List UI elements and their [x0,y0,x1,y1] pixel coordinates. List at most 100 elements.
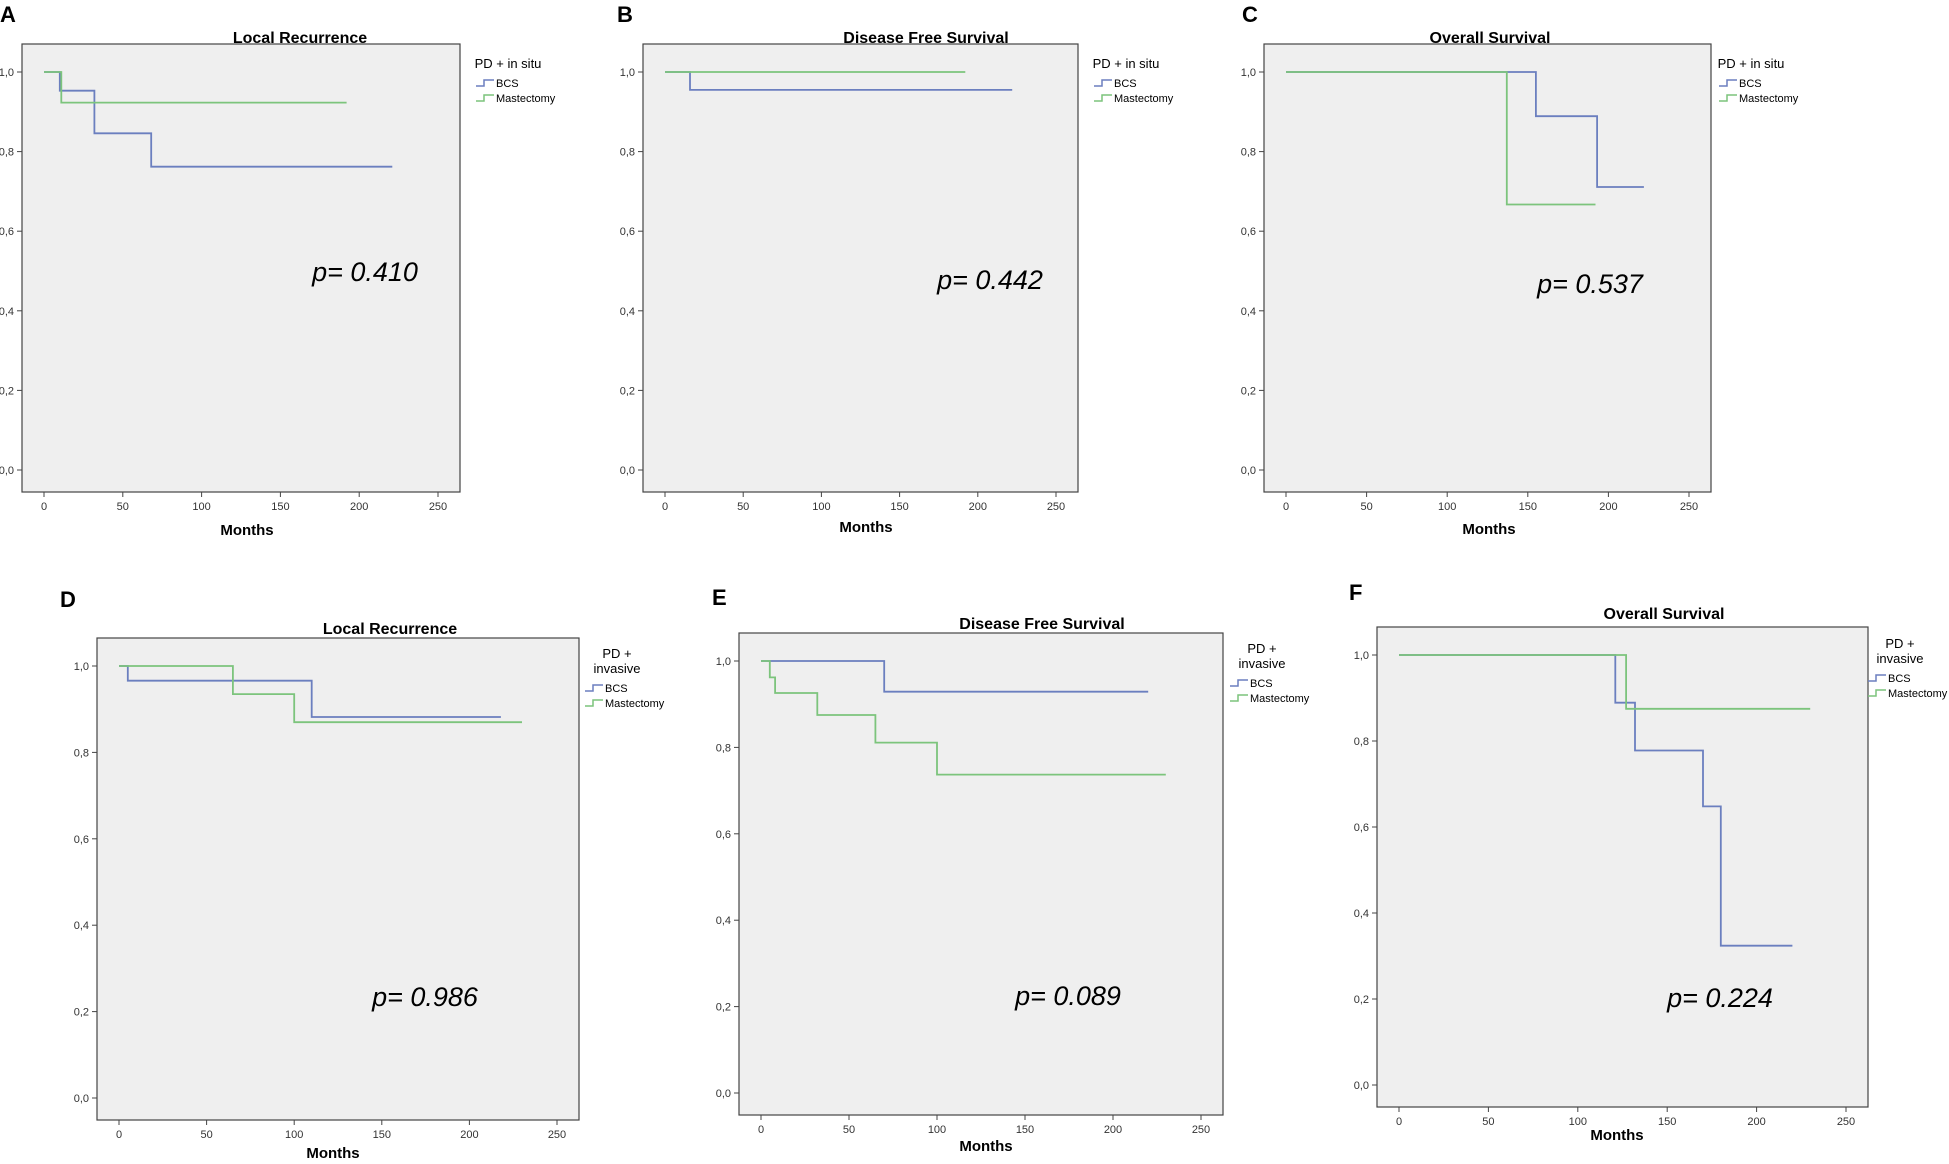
panel-e-letter: E [712,585,727,610]
panel-e-xtick-label: 250 [1192,1124,1210,1136]
panel-b-title: Disease Free Survival [843,30,1008,47]
panel-b-letter: B [617,2,633,27]
panel-d-legend-swatch-bcs [585,684,603,692]
panel-c-ytick-label: 0,8 [1241,147,1256,159]
panel-f-title: Overall Survival [1604,606,1725,623]
panel-e-legend-label-mastectomy: Mastectomy [1250,693,1310,705]
panel-d-ytick-label: 0,2 [74,1007,89,1019]
panel-c-xtick-label: 100 [1438,501,1456,513]
panel-c-xtick-label: 150 [1519,501,1537,513]
panel-b-legend-label-mastectomy: Mastectomy [1114,93,1174,105]
panel-b-ytick-label: 0,2 [620,385,635,397]
panel-b-ytick-label: 0,6 [620,226,635,238]
panel-c-legend-swatch-mastectomy [1719,94,1737,102]
panel-c-xtick-label: 250 [1680,501,1698,513]
panel-f-plot-area [1376,626,1869,1108]
panel-e-p-value: p= 0.089 [1014,981,1121,1011]
panel-a-letter: A [0,2,16,27]
panel-d-legend-label-bcs: BCS [605,683,628,695]
panel-a-title: Local Recurrence [233,30,367,47]
panel-f-legend-label-bcs: BCS [1888,673,1911,685]
panel-d-letter: D [60,587,76,612]
panel-d-ytick-label: 0,8 [74,747,89,759]
panel-e-ytick-label: 0,2 [716,1002,731,1014]
panel-a-ytick-label: 0,6 [0,226,14,238]
panel-c-legend-swatch-bcs [1719,79,1737,87]
panel-e-series-bcs [761,660,1149,693]
panel-c-xtick-label: 200 [1599,501,1617,513]
panel-b-ytick-label: 0,0 [620,465,635,477]
panel-b-xtick-label: 50 [737,501,749,513]
panel-f-xtick-label: 250 [1837,1116,1855,1128]
panel-c-ytick-label: 0,4 [1241,306,1256,318]
panel-e-plot-area [738,632,1224,1116]
panel-d-ytick-label: 0,4 [74,920,89,932]
panel-d-legend-label-mastectomy: Mastectomy [605,698,665,710]
panel-b-ytick-label: 0,8 [620,147,635,159]
panel-b-legend-label-bcs: BCS [1114,78,1137,90]
panel-f-legend-title: PD + [1885,636,1914,651]
panel-d-legend-title: PD + [602,646,631,661]
panel-f-xtick-label: 150 [1658,1116,1676,1128]
panel-a-xtick-label: 50 [117,501,129,513]
panel-f-xlabel: Months [1590,1127,1643,1144]
panel-a-ytick-label: 1,0 [0,67,14,79]
panel-a-series-mastectomy [44,71,347,104]
panel-e-ytick-label: 0,0 [716,1088,731,1100]
panel-a-xtick-label: 200 [350,501,368,513]
panel-d-xtick-label: 50 [200,1129,212,1141]
panel-d-xtick-label: 250 [548,1129,566,1141]
panel-f-series-bcs [1399,654,1793,947]
panel-b-legend-swatch-mastectomy [1094,94,1112,102]
panel-e-ytick-label: 0,4 [716,915,731,927]
panel-c-ytick-label: 0,0 [1241,465,1256,477]
panel-b-xtick-label: 150 [890,501,908,513]
panel-d-p-value: p= 0.986 [371,982,479,1012]
panel-e-legend-swatch-mastectomy [1230,694,1248,702]
panel-a-xtick-label: 0 [41,501,47,513]
panel-c-title: Overall Survival [1430,30,1551,47]
panel-f-ytick-label: 0,2 [1354,994,1369,1006]
panel-a-ytick-label: 0,0 [0,465,14,477]
panel-f-legend-title: invasive [1877,651,1924,666]
panel-a-xlabel: Months [220,522,273,539]
panel-f-ytick-label: 0,4 [1354,908,1369,920]
panel-d-plot-area [96,637,580,1121]
panel-f-legend-swatch-mastectomy [1868,689,1886,697]
panel-a-ytick-label: 0,2 [0,385,14,397]
panel-b-legend-title: PD + in situ [1093,56,1160,71]
panel-c-ytick-label: 0,2 [1241,385,1256,397]
panel-c-series-mastectomy [1286,71,1596,206]
panel-f-ytick-label: 0,8 [1354,736,1369,748]
panel-d-xtick-label: 0 [116,1129,122,1141]
panel-f-xtick-label: 50 [1482,1116,1494,1128]
panel-b-legend-swatch-bcs [1094,79,1112,87]
panel-d-xtick-label: 150 [373,1129,391,1141]
panel-f-series-mastectomy [1399,654,1811,710]
panel-c-xlabel: Months [1462,521,1515,538]
panel-f-xtick-label: 100 [1569,1116,1587,1128]
panel-c-ytick-label: 1,0 [1241,67,1256,79]
panel-b-xtick-label: 0 [662,501,668,513]
panel-b-p-value: p= 0.442 [936,265,1043,295]
panel-e-ytick-label: 0,6 [716,829,731,841]
panel-a-series-bcs [44,71,393,168]
panel-d-ytick-label: 1,0 [74,661,89,673]
panel-c-p-value: p= 0.537 [1536,269,1644,299]
panel-b-ytick-label: 0,4 [620,306,635,318]
panel-b-ytick-label: 1,0 [620,67,635,79]
panel-a-legend-title: PD + in situ [475,56,542,71]
panel-f-ytick-label: 0,0 [1354,1080,1369,1092]
panel-c-letter: C [1242,2,1258,27]
panel-b-xlabel: Months [839,519,892,536]
panel-f-xtick-label: 200 [1747,1116,1765,1128]
panel-e-legend-label-bcs: BCS [1250,678,1273,690]
panel-d-legend-swatch-mastectomy [585,699,603,707]
panel-e-xlabel: Months [959,1138,1012,1155]
panel-c-legend-label-bcs: BCS [1739,78,1762,90]
panel-a-legend-swatch-bcs [476,79,494,87]
panel-f-letter: F [1349,580,1362,605]
panel-c-xtick-label: 50 [1360,501,1372,513]
panel-b-xtick-label: 250 [1047,501,1065,513]
panel-e-xtick-label: 150 [1016,1124,1034,1136]
